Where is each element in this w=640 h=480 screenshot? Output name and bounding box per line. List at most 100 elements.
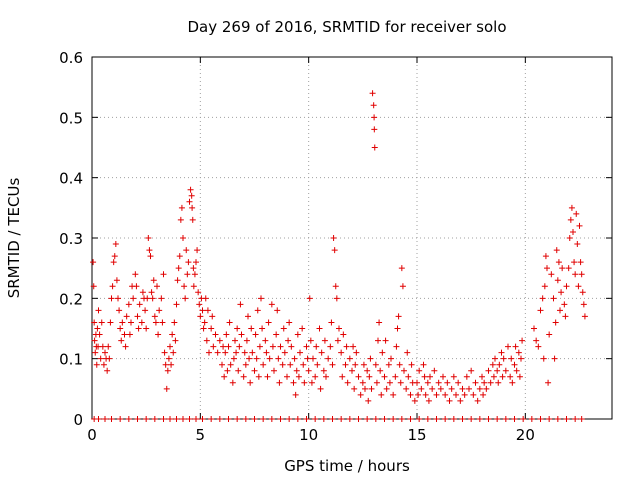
- data-point: [340, 331, 347, 338]
- data-point: [401, 367, 407, 374]
- data-point: [164, 367, 171, 374]
- data-point: [168, 361, 175, 368]
- data-point: [225, 343, 232, 350]
- data-point: [507, 373, 514, 380]
- data-point: [106, 355, 113, 362]
- data-point: [102, 416, 108, 422]
- data-point: [330, 235, 337, 241]
- data-point: [162, 361, 169, 368]
- data-point: [173, 416, 180, 422]
- data-point: [472, 379, 479, 386]
- data-point: [299, 325, 306, 332]
- data-point: [143, 325, 150, 332]
- data-point: [444, 379, 451, 386]
- data-point: [563, 416, 570, 422]
- data-point: [334, 337, 341, 344]
- data-point: [502, 416, 509, 422]
- data-point: [130, 295, 137, 302]
- data-point: [199, 416, 206, 422]
- data-point: [376, 319, 383, 326]
- data-point: [511, 361, 518, 368]
- data-point: [487, 379, 494, 386]
- data-point: [442, 391, 449, 398]
- data-point: [541, 283, 548, 290]
- data-point: [509, 379, 516, 386]
- data-point: [381, 373, 388, 380]
- data-point: [355, 373, 362, 380]
- data-point: [195, 289, 202, 296]
- data-point: [94, 325, 101, 332]
- data-point: [480, 391, 487, 398]
- data-point: [373, 379, 380, 386]
- data-point: [121, 331, 128, 338]
- data-point: [225, 416, 232, 422]
- data-point: [95, 416, 102, 422]
- data-point: [271, 367, 277, 374]
- data-point: [561, 301, 568, 308]
- data-point: [275, 355, 282, 362]
- data-point: [554, 277, 561, 284]
- data-point: [134, 416, 141, 422]
- data-point: [126, 331, 133, 338]
- data-point: [571, 259, 578, 266]
- data-point: [201, 319, 208, 326]
- data-point: [531, 325, 537, 332]
- data-point: [393, 343, 400, 350]
- data-point: [125, 416, 132, 422]
- data-point: [440, 373, 446, 380]
- data-point: [175, 265, 182, 272]
- data-point: [558, 289, 565, 296]
- data-point: [459, 385, 466, 392]
- data-point: [90, 259, 97, 266]
- data-point: [580, 301, 587, 308]
- data-point: [575, 283, 582, 290]
- data-point: [304, 355, 311, 362]
- data-point: [500, 355, 507, 362]
- data-point: [385, 361, 392, 368]
- data-point: [566, 235, 573, 241]
- data-point: [570, 228, 576, 235]
- data-point: [479, 373, 485, 380]
- data-point: [184, 271, 191, 278]
- data-point: [134, 313, 141, 320]
- data-point: [398, 265, 405, 272]
- data-point: [276, 379, 283, 386]
- data-point: [378, 391, 385, 398]
- data-point: [502, 367, 509, 374]
- data-point: [312, 373, 319, 380]
- data-point: [93, 361, 100, 368]
- data-point: [316, 325, 323, 332]
- data-point: [294, 416, 301, 422]
- data-point: [455, 379, 462, 386]
- data-point: [204, 307, 211, 314]
- data-point: [366, 373, 373, 380]
- data-point: [182, 295, 189, 302]
- data-point: [291, 355, 298, 362]
- data-point: [161, 349, 168, 356]
- data-point: [437, 385, 444, 392]
- data-point: [578, 271, 585, 278]
- data-point: [557, 307, 563, 314]
- data-point: [242, 416, 249, 422]
- data-point: [565, 265, 572, 272]
- data-point: [328, 319, 335, 326]
- data-point: [446, 397, 453, 404]
- data-point: [579, 289, 586, 296]
- data-point: [498, 349, 505, 356]
- data-point: [407, 416, 414, 422]
- data-point: [553, 247, 560, 254]
- data-points: [90, 90, 588, 422]
- data-point: [329, 361, 336, 368]
- data-point: [147, 253, 154, 260]
- data-point: [151, 313, 158, 320]
- data-point: [160, 271, 167, 278]
- data-point: [314, 361, 321, 368]
- data-point: [99, 343, 106, 350]
- data-point: [546, 331, 553, 338]
- data-point: [263, 349, 270, 356]
- data-point: [145, 235, 152, 241]
- data-point: [398, 416, 405, 422]
- data-point: [420, 361, 427, 368]
- data-point: [288, 343, 295, 350]
- data-point: [352, 361, 359, 368]
